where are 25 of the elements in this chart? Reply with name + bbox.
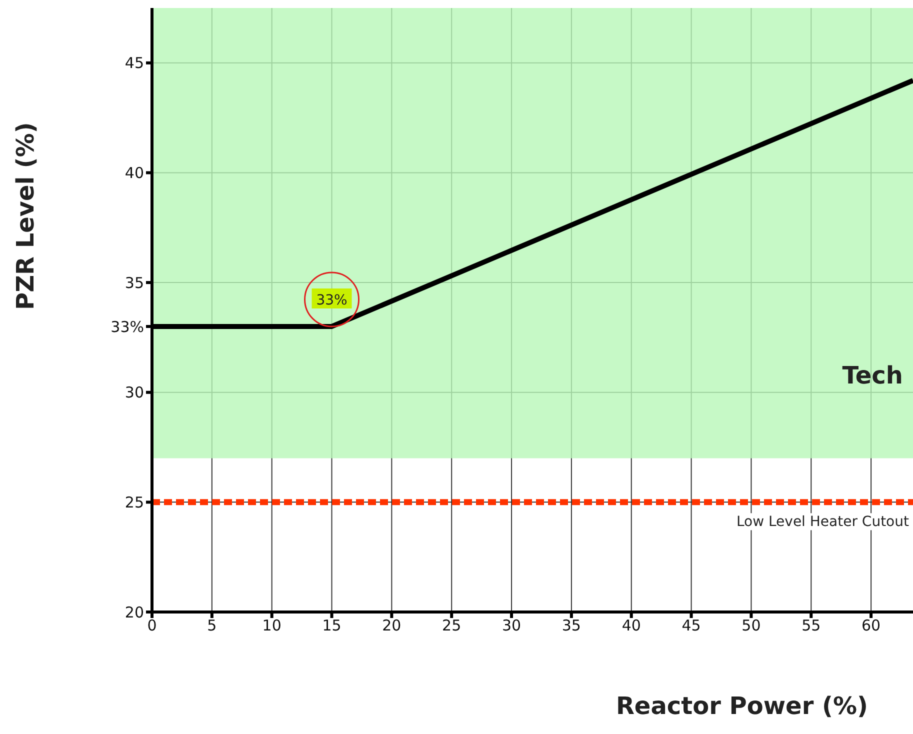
x-tick-label: 20 <box>382 616 402 635</box>
y-tick-label: 40 <box>124 164 144 182</box>
x-tick-label: 25 <box>442 616 462 635</box>
band-label: Tech <box>842 361 903 390</box>
x-tick-label: 35 <box>562 616 581 635</box>
x-tick-label: 60 <box>862 616 881 635</box>
x-tick-label: 40 <box>622 616 641 635</box>
x-tick-label: 15 <box>322 616 342 635</box>
y-axis-title: PZR Level (%) <box>12 122 40 310</box>
x-tick-label: 30 <box>502 616 522 635</box>
y-tick-label: 30 <box>124 384 144 402</box>
y-tick-label: 33% <box>110 318 144 336</box>
y-tick-label: 20 <box>124 603 144 622</box>
y-tick-label: 35 <box>124 274 144 292</box>
y-tick-label: 45 <box>124 54 144 72</box>
x-tick-label: 5 <box>207 616 217 635</box>
x-tick-label: 0 <box>147 616 157 635</box>
x-tick-label: 50 <box>742 616 761 635</box>
x-tick-label: 10 <box>262 616 282 635</box>
x-axis-title: Reactor Power (%) <box>616 692 868 720</box>
ref-line-label: Low Level Heater Cutout <box>736 514 910 530</box>
x-tick-label: 55 <box>802 616 821 635</box>
x-tick-label: 45 <box>682 616 701 635</box>
annotation: 33% <box>316 292 348 308</box>
y-tick-label: 25 <box>124 494 144 512</box>
